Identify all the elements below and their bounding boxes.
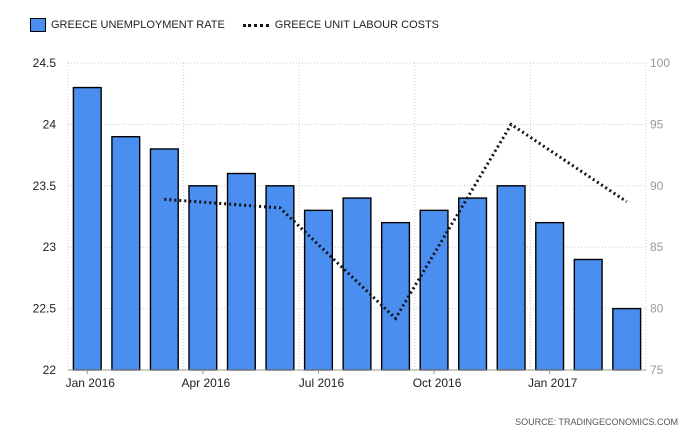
series-line-labour-costs — [164, 122, 628, 321]
x-tick-label: Jul 2016 — [299, 376, 345, 390]
y-left-tick-label: 24 — [43, 117, 57, 131]
legend-label-unemployment: GREECE UNEMPLOYMENT RATE — [51, 19, 225, 31]
bar-2 — [111, 135, 141, 371]
y-left-tick-label: 23.5 — [33, 179, 57, 193]
y-left-tick-label: 24.5 — [33, 56, 57, 70]
bar-12 — [496, 185, 526, 371]
bar-9 — [380, 221, 411, 371]
x-tick-label: Jan 2016 — [66, 376, 116, 390]
y-left-tick-label: 22.5 — [33, 302, 57, 316]
bar-15 — [612, 307, 642, 371]
bar-8 — [342, 197, 372, 371]
legend-swatch-labour — [242, 23, 269, 27]
bar-14 — [573, 258, 603, 371]
y-right-tick-label: 100 — [650, 56, 670, 70]
bar-7 — [303, 209, 334, 371]
y-right-tick-label: 80 — [650, 302, 664, 316]
source-credit: SOURCE: TRADINGECONOMICS.COM — [515, 417, 678, 427]
bar-5 — [226, 172, 256, 371]
x-tick-label: Oct 2016 — [413, 376, 462, 390]
y-right-tick-label: 90 — [650, 179, 664, 193]
legend-item-labour: GREECE UNIT LABOUR COSTS — [242, 19, 440, 31]
bar-13 — [535, 221, 565, 371]
x-tick-label: Apr 2016 — [182, 376, 231, 390]
bar-10 — [419, 209, 449, 371]
bar-6 — [265, 185, 295, 371]
legend-swatch-unemployment — [30, 18, 46, 32]
bar-3 — [149, 148, 179, 371]
bar-11 — [458, 197, 488, 371]
y-right-tick-label: 95 — [650, 117, 664, 131]
chart-legend: GREECE UNEMPLOYMENT RATE GREECE UNIT LAB… — [30, 18, 457, 32]
y-left-tick-label: 22 — [43, 363, 57, 377]
y-right-tick-label: 85 — [650, 240, 664, 254]
x-tick-label: Jan 2017 — [528, 376, 578, 390]
bar-1 — [72, 86, 102, 371]
legend-label-labour: GREECE UNIT LABOUR COSTS — [274, 19, 440, 31]
y-left-tick-label: 23 — [43, 240, 57, 254]
y-right-tick-label: 75 — [650, 363, 664, 377]
legend-item-unemployment: GREECE UNEMPLOYMENT RATE — [30, 18, 225, 32]
bar-4 — [188, 185, 218, 371]
